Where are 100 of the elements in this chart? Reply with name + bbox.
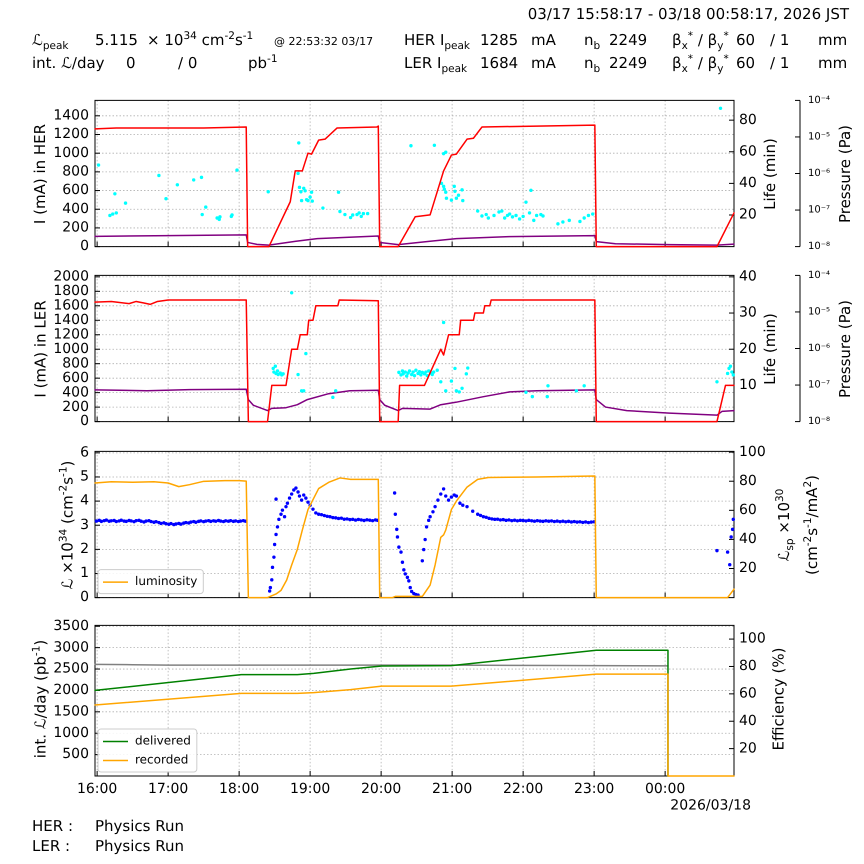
y2-tick-label: 20 <box>739 560 757 576</box>
text: mA <box>531 31 556 49</box>
y2-tick-label: 60 <box>739 685 757 702</box>
text: Physics Run <box>95 837 184 855</box>
legend-label: luminosity <box>135 574 198 588</box>
text: / 0 <box>178 54 198 72</box>
y2-tick-label: 20 <box>739 340 757 357</box>
y3-tick-label: 10⁻⁵ <box>808 132 830 143</box>
y2-tick-label: 40 <box>739 712 757 729</box>
x-tick-label: 00:00 <box>644 781 686 798</box>
text: Physics Run <box>95 817 184 835</box>
y2-axis-title: Life (min) <box>760 312 779 384</box>
y-tick-label: 1400 <box>53 312 89 328</box>
text: HER I$_{peak}$ <box>404 31 470 52</box>
y3-tick-label: 10⁻⁸ <box>808 416 830 428</box>
y2-tick-label: 40 <box>739 175 757 192</box>
x-tick-label: 20:00 <box>360 781 402 798</box>
y2-tick-label: 80 <box>739 658 757 674</box>
y-tick-label: 6 <box>80 444 90 460</box>
y-tick-label: 400 <box>62 200 89 217</box>
y-tick-label: 1500 <box>53 703 89 720</box>
text: ℒ$_{peak}$ <box>32 31 68 52</box>
text: 1684 <box>480 54 518 72</box>
y-tick-label: 3 <box>80 516 89 533</box>
y2-tick-label: 20 <box>739 206 757 223</box>
y-tick-label: 5 <box>80 468 89 485</box>
y2-tick-label: 100 <box>739 630 766 647</box>
legend-label: delivered <box>135 734 191 748</box>
y2-tick-label: 40 <box>739 268 757 284</box>
y-tick-label: 200 <box>62 398 89 415</box>
y2-tick-label: 60 <box>739 502 757 518</box>
y-tick-label: 0 <box>80 238 89 254</box>
text: 03/17 15:58:17 - 03/18 00:58:17, 2026 JST <box>528 5 849 23</box>
text: @ 22:53:32 03/17 <box>274 34 374 50</box>
y3-tick-label: 10⁻⁷ <box>808 204 830 216</box>
y-tick-label: 3500 <box>53 618 89 634</box>
y3-tick-label: 10⁻⁶ <box>808 343 830 354</box>
y-axis-title: I (mA) in HER <box>31 123 50 224</box>
y-tick-label: 600 <box>62 370 89 386</box>
y-tick-label: 600 <box>62 182 89 198</box>
y2-tick-label: 30 <box>739 304 757 321</box>
text: 60 <box>736 54 756 72</box>
text: pb$^{-1}$ <box>248 53 278 72</box>
y3-tick-label: 10⁻⁴ <box>808 94 830 106</box>
text: 0 <box>126 54 136 72</box>
text: / 1 <box>770 54 790 72</box>
y-tick-label: 500 <box>62 746 89 762</box>
x-tick-label: 18:00 <box>218 781 260 798</box>
y-tick-label: 1400 <box>53 107 89 124</box>
text: mm <box>818 54 848 72</box>
y3-tick-label: 10⁻⁸ <box>808 241 830 252</box>
y3-tick-label: 10⁻⁷ <box>808 380 830 391</box>
y3-tick-label: 10⁻⁴ <box>808 270 830 281</box>
text: 2026/03/18 <box>670 798 751 814</box>
text: mA <box>531 54 556 72</box>
text: mm <box>818 31 848 49</box>
y-tick-label: 1800 <box>53 282 89 299</box>
text: n$_{b}$ <box>584 31 600 52</box>
y-tick-label: 1000 <box>53 144 89 161</box>
y-tick-label: 2000 <box>53 268 89 284</box>
y2-tick-label: 100 <box>739 444 766 460</box>
y-tick-label: 4 <box>80 492 90 509</box>
legend-label: recorded <box>135 752 188 767</box>
text: HER : <box>32 817 74 835</box>
y2-tick-label: 60 <box>739 143 757 160</box>
text: 5.115 <box>95 31 138 49</box>
y3-axis-title: Pressure (Pa) <box>836 124 854 223</box>
y-tick-label: 800 <box>62 164 89 180</box>
text: int. ℒ/day <box>32 54 105 72</box>
x-tick-label: 16:00 <box>76 781 118 798</box>
text: n$_{b}$ <box>584 54 600 75</box>
text: 2249 <box>609 54 648 72</box>
y-tick-label: 1200 <box>53 126 89 142</box>
x-tick-label: 22:00 <box>502 781 544 798</box>
y-tick-label: 0 <box>80 589 89 606</box>
y-tick-label: 400 <box>62 384 89 400</box>
y-tick-label: 3000 <box>53 639 89 656</box>
y2-tick-label: 20 <box>739 740 757 756</box>
y2-tick-label: 80 <box>739 112 757 128</box>
y2-tick-label: 10 <box>739 377 757 394</box>
y-tick-label: 1000 <box>53 340 89 357</box>
text: LER I$_{peak}$ <box>404 54 468 75</box>
y-axis-title: I (mA) in LER <box>32 300 50 398</box>
text: × 10$^{34}$ cm$^{-2}$s$^{-1}$ <box>147 30 254 49</box>
y-tick-label: 2000 <box>53 682 89 698</box>
x-tick-label: 19:00 <box>290 781 330 798</box>
text: / 1 <box>770 31 790 49</box>
y2-tick-label: 80 <box>739 472 757 489</box>
y2-axis-title: Efficiency (%) <box>770 647 788 750</box>
x-tick-label: 17:00 <box>148 781 188 798</box>
x-tick-label: 23:00 <box>574 781 614 798</box>
y-tick-label: 200 <box>62 220 89 236</box>
y-tick-label: 1600 <box>53 297 89 314</box>
y2-tick-label: 40 <box>739 531 757 548</box>
text: 1285 <box>480 31 518 49</box>
y-tick-label: 2 <box>80 540 89 557</box>
text: LER : <box>32 837 70 855</box>
y3-axis-title: Pressure (Pa) <box>836 299 854 398</box>
y-tick-label: 1200 <box>53 326 89 342</box>
y-tick-label: 2500 <box>53 660 89 677</box>
